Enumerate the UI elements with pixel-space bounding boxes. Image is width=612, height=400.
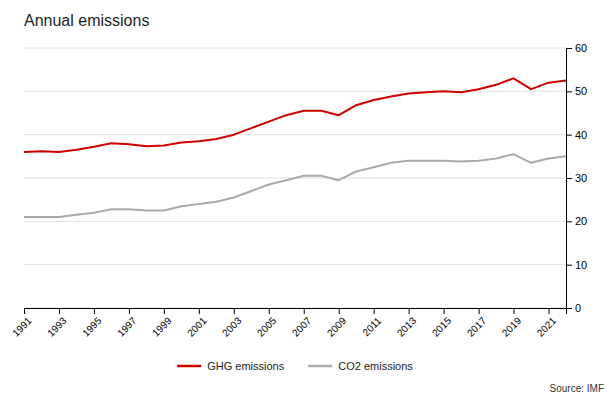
tick: 2001	[185, 308, 209, 339]
axis-line	[567, 49, 573, 309]
tick-label: 0	[575, 302, 581, 314]
tick-label: 2021	[535, 315, 559, 339]
tick-mark	[566, 221, 572, 222]
grid-line	[24, 91, 566, 92]
title: Annual emissions	[24, 12, 149, 29]
tick-label: 1995	[80, 315, 104, 339]
tick-mark	[479, 308, 480, 314]
tick-mark	[566, 48, 572, 49]
grid-line	[24, 221, 566, 222]
line	[24, 78, 566, 152]
tick-mark	[94, 308, 95, 314]
grid-line	[24, 134, 566, 135]
tick-label: 2009	[325, 315, 349, 339]
tick-label: 30	[575, 172, 587, 184]
tick-mark	[566, 135, 572, 136]
tick: 20	[566, 215, 587, 227]
tick-label: 1993	[45, 315, 69, 339]
tick: 30	[566, 172, 587, 184]
line	[24, 154, 566, 217]
tick-label: 20	[575, 215, 587, 227]
tick-label: 2019	[500, 315, 524, 339]
tick-mark	[24, 308, 25, 314]
tick-mark	[566, 91, 572, 92]
tick-label: 2003	[220, 315, 244, 339]
tick: 2013	[395, 308, 419, 339]
tick-label: 2007	[290, 315, 314, 339]
tick-mark	[444, 308, 445, 314]
legend-item: GHG emissions	[177, 360, 285, 372]
grid-line	[24, 48, 566, 49]
tick: 2015	[430, 308, 454, 339]
tick: 0	[566, 302, 581, 314]
tick-mark	[199, 308, 200, 314]
x-axis: 1991 1993 1995 1997 1999 2001 2003 2005 2007 2009…	[10, 308, 566, 339]
tick-label: 1999	[150, 315, 174, 339]
tick-label: 2011	[360, 315, 383, 338]
grid	[24, 48, 566, 308]
tick: 1997	[115, 308, 139, 339]
tick-label: 2017	[465, 315, 489, 339]
tick-mark	[409, 308, 410, 314]
tick: 1991	[10, 308, 34, 339]
tick-label: 2013	[395, 315, 419, 339]
tick-label: 50	[575, 85, 587, 97]
legend-item: CO2 emissions	[308, 360, 413, 372]
series-group	[24, 78, 566, 217]
plot-area: 0 10 20 30 40 50 60 1991 1993 1995 1997 1999 2001 200…	[10, 42, 587, 339]
tick-mark	[514, 308, 515, 314]
tick-mark	[269, 308, 270, 314]
tick: 2017	[465, 308, 489, 339]
tick-label: 2005	[255, 315, 279, 339]
tick-label: 2001	[185, 315, 209, 339]
tick: 2007	[290, 308, 314, 339]
tick: 2009	[325, 308, 349, 339]
tick-mark	[339, 308, 340, 314]
legend-swatch	[177, 365, 201, 368]
tick-mark	[549, 308, 550, 314]
legend-label: GHG emissions	[207, 360, 285, 372]
tick: 50	[566, 85, 587, 97]
tick-mark	[129, 308, 130, 314]
tick: 2019	[500, 308, 524, 339]
tick-mark	[566, 178, 572, 179]
tick-mark	[566, 265, 572, 266]
tick-mark	[234, 308, 235, 314]
tick: 2021	[535, 308, 559, 339]
chart: 0 10 20 30 40 50 60 1991 1993 1995 1997 1999 2001 200…	[0, 0, 612, 400]
tick: 2005	[255, 308, 279, 339]
tick: 1995	[80, 308, 104, 339]
tick-label: 10	[575, 259, 587, 271]
tick-mark	[59, 308, 60, 314]
tick-mark	[304, 308, 305, 314]
tick: 10	[566, 259, 587, 271]
tick-label: 2015	[430, 315, 454, 339]
tick: 2003	[220, 308, 244, 339]
legend: GHG emissions CO2 emissions	[177, 360, 413, 372]
axis-line	[25, 309, 567, 315]
tick-label: 1997	[115, 315, 139, 339]
tick-mark	[164, 308, 165, 314]
legend-label: CO2 emissions	[338, 360, 413, 372]
tick-mark	[374, 308, 375, 314]
annotation: Source: IMF	[550, 383, 604, 394]
y-axis: 0 10 20 30 40 50 60	[566, 42, 587, 314]
tick: 60	[566, 42, 587, 54]
grid-line	[24, 264, 566, 265]
tick-label: 1991	[10, 315, 34, 339]
tick: 1993	[45, 308, 69, 339]
tick: 2011	[360, 308, 383, 338]
tick-label: 40	[575, 129, 587, 141]
tick: 1999	[150, 308, 174, 339]
legend-swatch	[308, 365, 332, 368]
tick-label: 60	[575, 42, 587, 54]
tick: 40	[566, 129, 587, 141]
